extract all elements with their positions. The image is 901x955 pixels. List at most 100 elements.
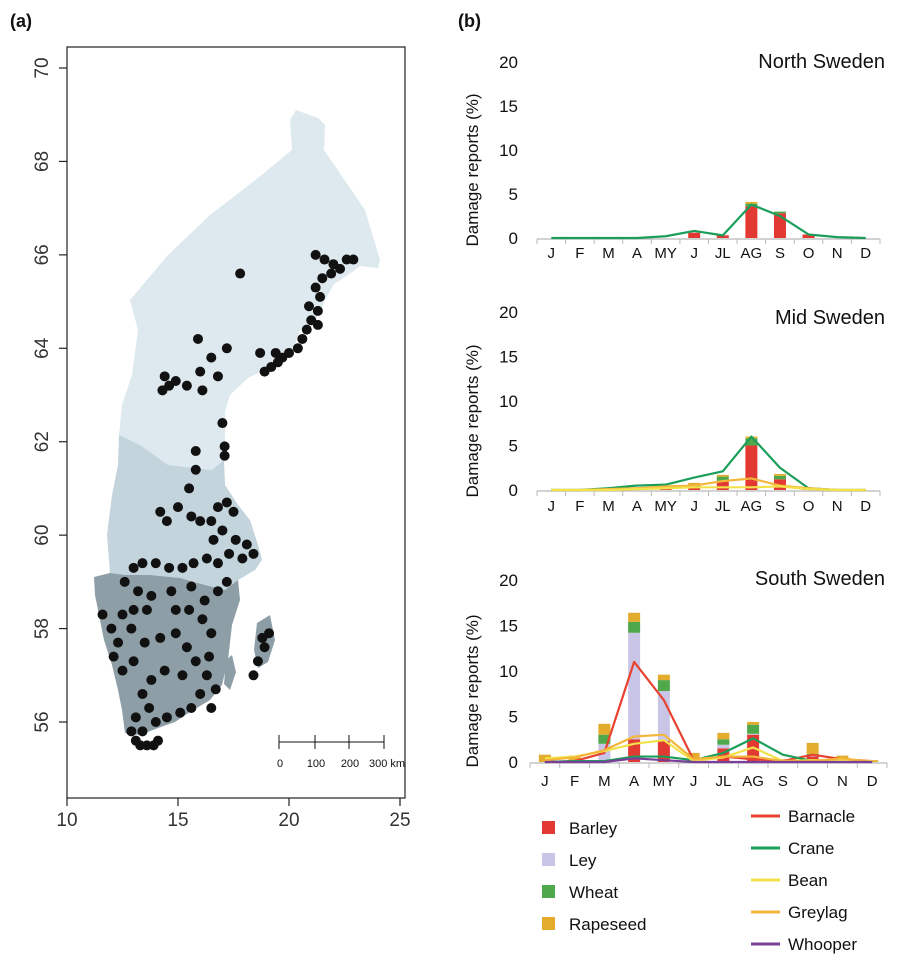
location-point <box>197 385 208 396</box>
legend-label: Whooper <box>788 935 857 954</box>
x-tick-label: JL <box>715 245 731 262</box>
location-point <box>257 632 268 643</box>
location-point <box>137 688 148 699</box>
location-point <box>210 684 221 695</box>
location-point <box>317 273 328 284</box>
location-point <box>270 347 281 358</box>
location-point <box>201 670 212 681</box>
y-tick-label: 15 <box>499 97 518 116</box>
chart-title: South Sweden <box>755 568 885 590</box>
location-point <box>170 628 181 639</box>
bar-rapeseed <box>747 721 760 725</box>
legend-item-crane: Crane <box>751 839 834 858</box>
location-point <box>146 674 157 685</box>
line-crane <box>551 203 866 240</box>
location-point <box>150 558 161 569</box>
scale-label: 300 km <box>369 758 405 770</box>
x-tick-label: A <box>632 498 642 515</box>
bar-ley <box>657 691 670 742</box>
map-y-tick: 70 <box>32 57 53 78</box>
bar-rapeseed <box>716 474 729 477</box>
location-point <box>130 712 141 723</box>
legend-item-whooper: Whooper <box>751 935 857 954</box>
location-point <box>166 586 177 597</box>
location-point <box>248 548 259 559</box>
bar-ley <box>717 744 730 749</box>
legend-item-rapeseed: Rapeseed <box>542 915 647 934</box>
line-barnacle <box>544 660 873 764</box>
chart-title: Mid Sweden <box>775 307 885 329</box>
location-point <box>153 735 164 746</box>
x-tick-label: S <box>778 773 788 790</box>
bar-wheat <box>773 211 786 214</box>
x-tick-label: AG <box>741 245 763 262</box>
x-tick-label: J <box>548 245 556 262</box>
location-point <box>137 726 148 737</box>
location-point <box>241 539 252 550</box>
location-point <box>161 712 172 723</box>
location-point <box>237 553 248 564</box>
location-point <box>190 446 201 457</box>
bar-rapeseed <box>598 723 611 735</box>
y-tick-label: 0 <box>509 753 518 772</box>
chart-north-sweden: North Sweden Damage reports (%) 0 5 10 15 20 J F… <box>463 51 885 262</box>
location-point <box>315 291 326 302</box>
location-point <box>208 534 219 545</box>
y-tick-label: 10 <box>499 141 518 160</box>
location-point <box>219 450 230 461</box>
location-point <box>199 595 210 606</box>
location-point <box>157 385 168 396</box>
location-point <box>230 534 241 545</box>
location-point <box>195 688 206 699</box>
scale-label: 200 <box>341 758 359 770</box>
panel-label-b: (b) <box>458 11 481 31</box>
location-point <box>217 525 228 536</box>
location-point <box>192 333 203 344</box>
location-point <box>128 656 139 667</box>
map-y-tick: 66 <box>32 244 53 265</box>
location-point <box>173 502 183 513</box>
legend-label: Bean <box>788 871 828 890</box>
x-tick-label: A <box>632 245 642 262</box>
location-point <box>195 366 206 377</box>
bar-wheat <box>745 438 758 446</box>
bar-ley <box>747 733 760 735</box>
legend-item-wheat: Wheat <box>542 883 618 902</box>
bar-wheat <box>747 724 760 734</box>
location-point <box>133 586 144 597</box>
location-point <box>161 516 172 527</box>
y-tick-label: 5 <box>509 437 518 456</box>
location-point <box>181 642 192 653</box>
location-point <box>177 670 188 681</box>
bar-barley <box>688 232 701 238</box>
x-tick-label: JL <box>715 773 731 790</box>
location-point <box>310 282 321 293</box>
location-point <box>181 380 192 391</box>
location-point <box>219 441 230 452</box>
bar-rapeseed <box>688 482 701 485</box>
legend: Barley Ley Wheat Rapeseed Barnacle Crane Bean G… <box>542 807 857 954</box>
map-y-tick: 68 <box>32 151 53 172</box>
location-point <box>190 464 201 475</box>
location-point <box>259 642 270 653</box>
x-tick-label: J <box>541 773 549 790</box>
location-point <box>97 609 108 620</box>
x-tick-label: O <box>803 245 815 262</box>
location-point <box>248 670 259 681</box>
location-point <box>126 726 137 737</box>
location-point <box>190 656 201 667</box>
map-y-tick: 58 <box>32 618 53 639</box>
scale-label: 0 <box>277 758 283 770</box>
location-point <box>312 305 323 316</box>
bar-rapeseed <box>628 612 641 622</box>
location-point <box>126 623 137 634</box>
location-point <box>159 665 170 676</box>
island-oland <box>224 655 236 690</box>
x-tick-label: S <box>775 498 785 515</box>
bar-rapeseed <box>745 201 758 204</box>
bar-ley <box>628 632 641 740</box>
sweden-map: 10 15 20 25 56 58 60 62 64 66 68 70 0 100 200 3… <box>32 46 411 831</box>
x-tick-label: F <box>575 245 584 262</box>
location-point <box>206 702 217 713</box>
location-point <box>221 576 232 587</box>
